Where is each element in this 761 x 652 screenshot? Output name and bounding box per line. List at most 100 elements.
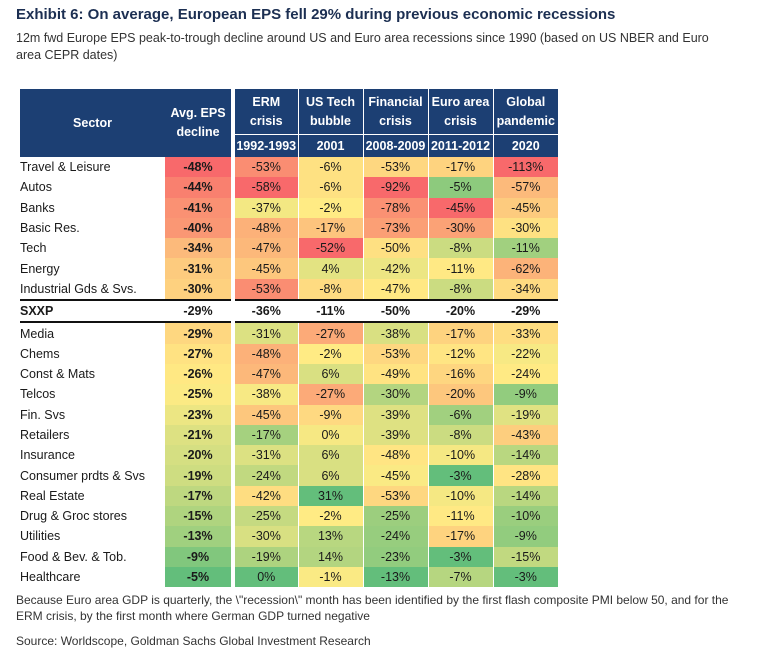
header-fin-period: 2008-2009 (362, 134, 428, 157)
eps-cell-glob: -28% (492, 465, 558, 486)
eps-cell-euro: -6% (427, 404, 493, 425)
table-row: Energy -31% -45% 4% -42% -11% -62% (20, 258, 558, 279)
eps-cell-glob: -57% (492, 177, 558, 198)
eps-cell-fin: -53% (362, 157, 428, 178)
header-tech-line2: bubble (310, 113, 351, 128)
eps-cell-euro: -8% (427, 278, 493, 301)
header-euro: Euro area crisis (427, 89, 493, 135)
eps-cell-euro: -8% (427, 424, 493, 446)
header-sector-line1: Sector (73, 115, 112, 130)
eps-cell-euro: -11% (427, 506, 493, 527)
eps-cell-fin: -39% (362, 404, 428, 425)
sector-name: Fin. Svs (20, 407, 66, 422)
eps-cell-erm: -58% (231, 177, 298, 198)
header-tech-line1: US Tech (305, 94, 356, 109)
table-row: Insurance -20% -31% 6% -48% -10% -14% (20, 445, 558, 466)
sector-name: Food & Bev. & Tob. (20, 549, 127, 564)
eps-cell-erm: -36% (231, 299, 298, 324)
eps-cell-erm: -47% (231, 238, 298, 259)
eps-cell-glob: -9% (492, 384, 558, 405)
sector-name: Utilities (20, 529, 61, 544)
eps-cell-fin: -78% (362, 197, 428, 218)
header-avg-line2: decline (176, 125, 220, 139)
eps-cell-erm: -45% (231, 404, 298, 425)
table-row: Utilities -13% -30% 13% -24% -17% -9% (20, 526, 558, 547)
eps-cell-tech: -17% (297, 217, 363, 239)
eps-cell-euro: -3% (427, 546, 493, 567)
eps-cell-erm: -17% (231, 424, 298, 446)
eps-cell-tech: 31% (297, 485, 363, 507)
eps-cell-fin: -49% (362, 363, 428, 385)
eps-cell-glob: -113% (492, 157, 558, 178)
table-row: Banks -41% -37% -2% -78% -45% -45% (20, 197, 558, 218)
eps-cell-glob: -33% (492, 322, 558, 344)
eps-cell-glob: -19% (492, 404, 558, 425)
sector-name: Retailers (20, 428, 70, 442)
eps-cell-fin: -39% (362, 424, 428, 446)
exhibit-title: Exhibit 6: On average, European EPS fell… (16, 6, 616, 23)
eps-cell-erm: -53% (231, 278, 298, 301)
avg-eps-cell: -20% (165, 445, 233, 466)
header-fin-line1: Financial (368, 94, 423, 109)
header-glob: Global pandemic (492, 89, 558, 135)
eps-cell-erm: -45% (231, 258, 298, 279)
avg-eps-cell: -30% (165, 278, 233, 301)
sector-name: Telcos (20, 387, 56, 402)
sector-name: Insurance (20, 448, 75, 463)
avg-eps-cell: -27% (165, 343, 233, 364)
eps-cell-euro: -17% (427, 322, 493, 344)
eps-cell-tech: 6% (297, 363, 363, 385)
header-erm-period: 1992-1993 (232, 134, 298, 157)
header-fin: Financial crisis (362, 89, 428, 135)
sector-name: Healthcare (20, 570, 81, 585)
eps-cell-euro: -45% (427, 197, 493, 218)
table-row: Travel & Leisure -48% -53% -6% -53% -17% -113% (20, 157, 558, 178)
eps-cell-fin: -53% (362, 343, 428, 364)
eps-cell-fin: -25% (362, 506, 428, 527)
avg-eps-cell: -34% (165, 238, 233, 259)
eps-cell-euro: -10% (427, 485, 493, 507)
eps-cell-glob: -9% (492, 526, 558, 547)
eps-cell-tech: -27% (297, 384, 363, 405)
sector-name: Autos (20, 180, 52, 195)
eps-cell-erm: -42% (231, 485, 298, 507)
avg-eps-cell: -25% (165, 384, 233, 405)
table-row: Autos -44% -58% -6% -92% -5% -57% (20, 177, 558, 198)
eps-cell-tech: 4% (297, 258, 363, 279)
eps-cell-euro: -7% (427, 566, 493, 588)
avg-eps-cell: -13% (165, 526, 233, 547)
sector-name: Const & Mats (20, 367, 96, 382)
eps-cell-erm: -48% (231, 343, 298, 364)
eps-cell-tech: -8% (297, 278, 363, 301)
sector-name: Banks (20, 200, 55, 215)
eps-cell-tech: -1% (297, 566, 363, 588)
avg-eps-cell: -26% (165, 363, 233, 385)
sector-name: Travel & Leisure (20, 160, 111, 175)
eps-cell-glob: -14% (492, 445, 558, 466)
eps-cell-euro: -17% (427, 526, 493, 547)
avg-eps-cell: -23% (165, 404, 233, 425)
eps-cell-erm: -31% (231, 445, 298, 466)
eps-cell-fin: -42% (362, 258, 428, 279)
eps-cell-glob: -24% (492, 363, 558, 385)
eps-cell-erm: -38% (231, 384, 298, 405)
eps-cell-tech: -2% (297, 197, 363, 218)
sector-name: Drug & Groc stores (20, 509, 127, 524)
sector-name: Tech (20, 241, 47, 256)
table-row: Consumer prdts & Svs -19% -24% 6% -45% -3% -28… (20, 465, 558, 486)
header-erm-line1: ERM (252, 94, 281, 109)
eps-cell-tech: -6% (297, 177, 363, 198)
eps-cell-fin: -23% (362, 546, 428, 567)
table-row: Fin. Svs -23% -45% -9% -39% -6% -19% (20, 404, 558, 425)
header-erm-line2: crisis (249, 113, 283, 128)
eps-cell-glob: -43% (492, 424, 558, 446)
avg-eps-cell: -5% (165, 566, 233, 588)
avg-eps-cell: -15% (165, 506, 233, 527)
eps-cell-erm: -47% (231, 363, 298, 385)
eps-cell-tech: 14% (297, 546, 363, 567)
eps-cell-fin: -24% (362, 526, 428, 547)
eps-cell-fin: -47% (362, 278, 428, 301)
eps-cell-euro: -17% (427, 157, 493, 178)
eps-cell-glob: -30% (492, 217, 558, 239)
header-avg: Avg. EPS decline (165, 89, 235, 157)
